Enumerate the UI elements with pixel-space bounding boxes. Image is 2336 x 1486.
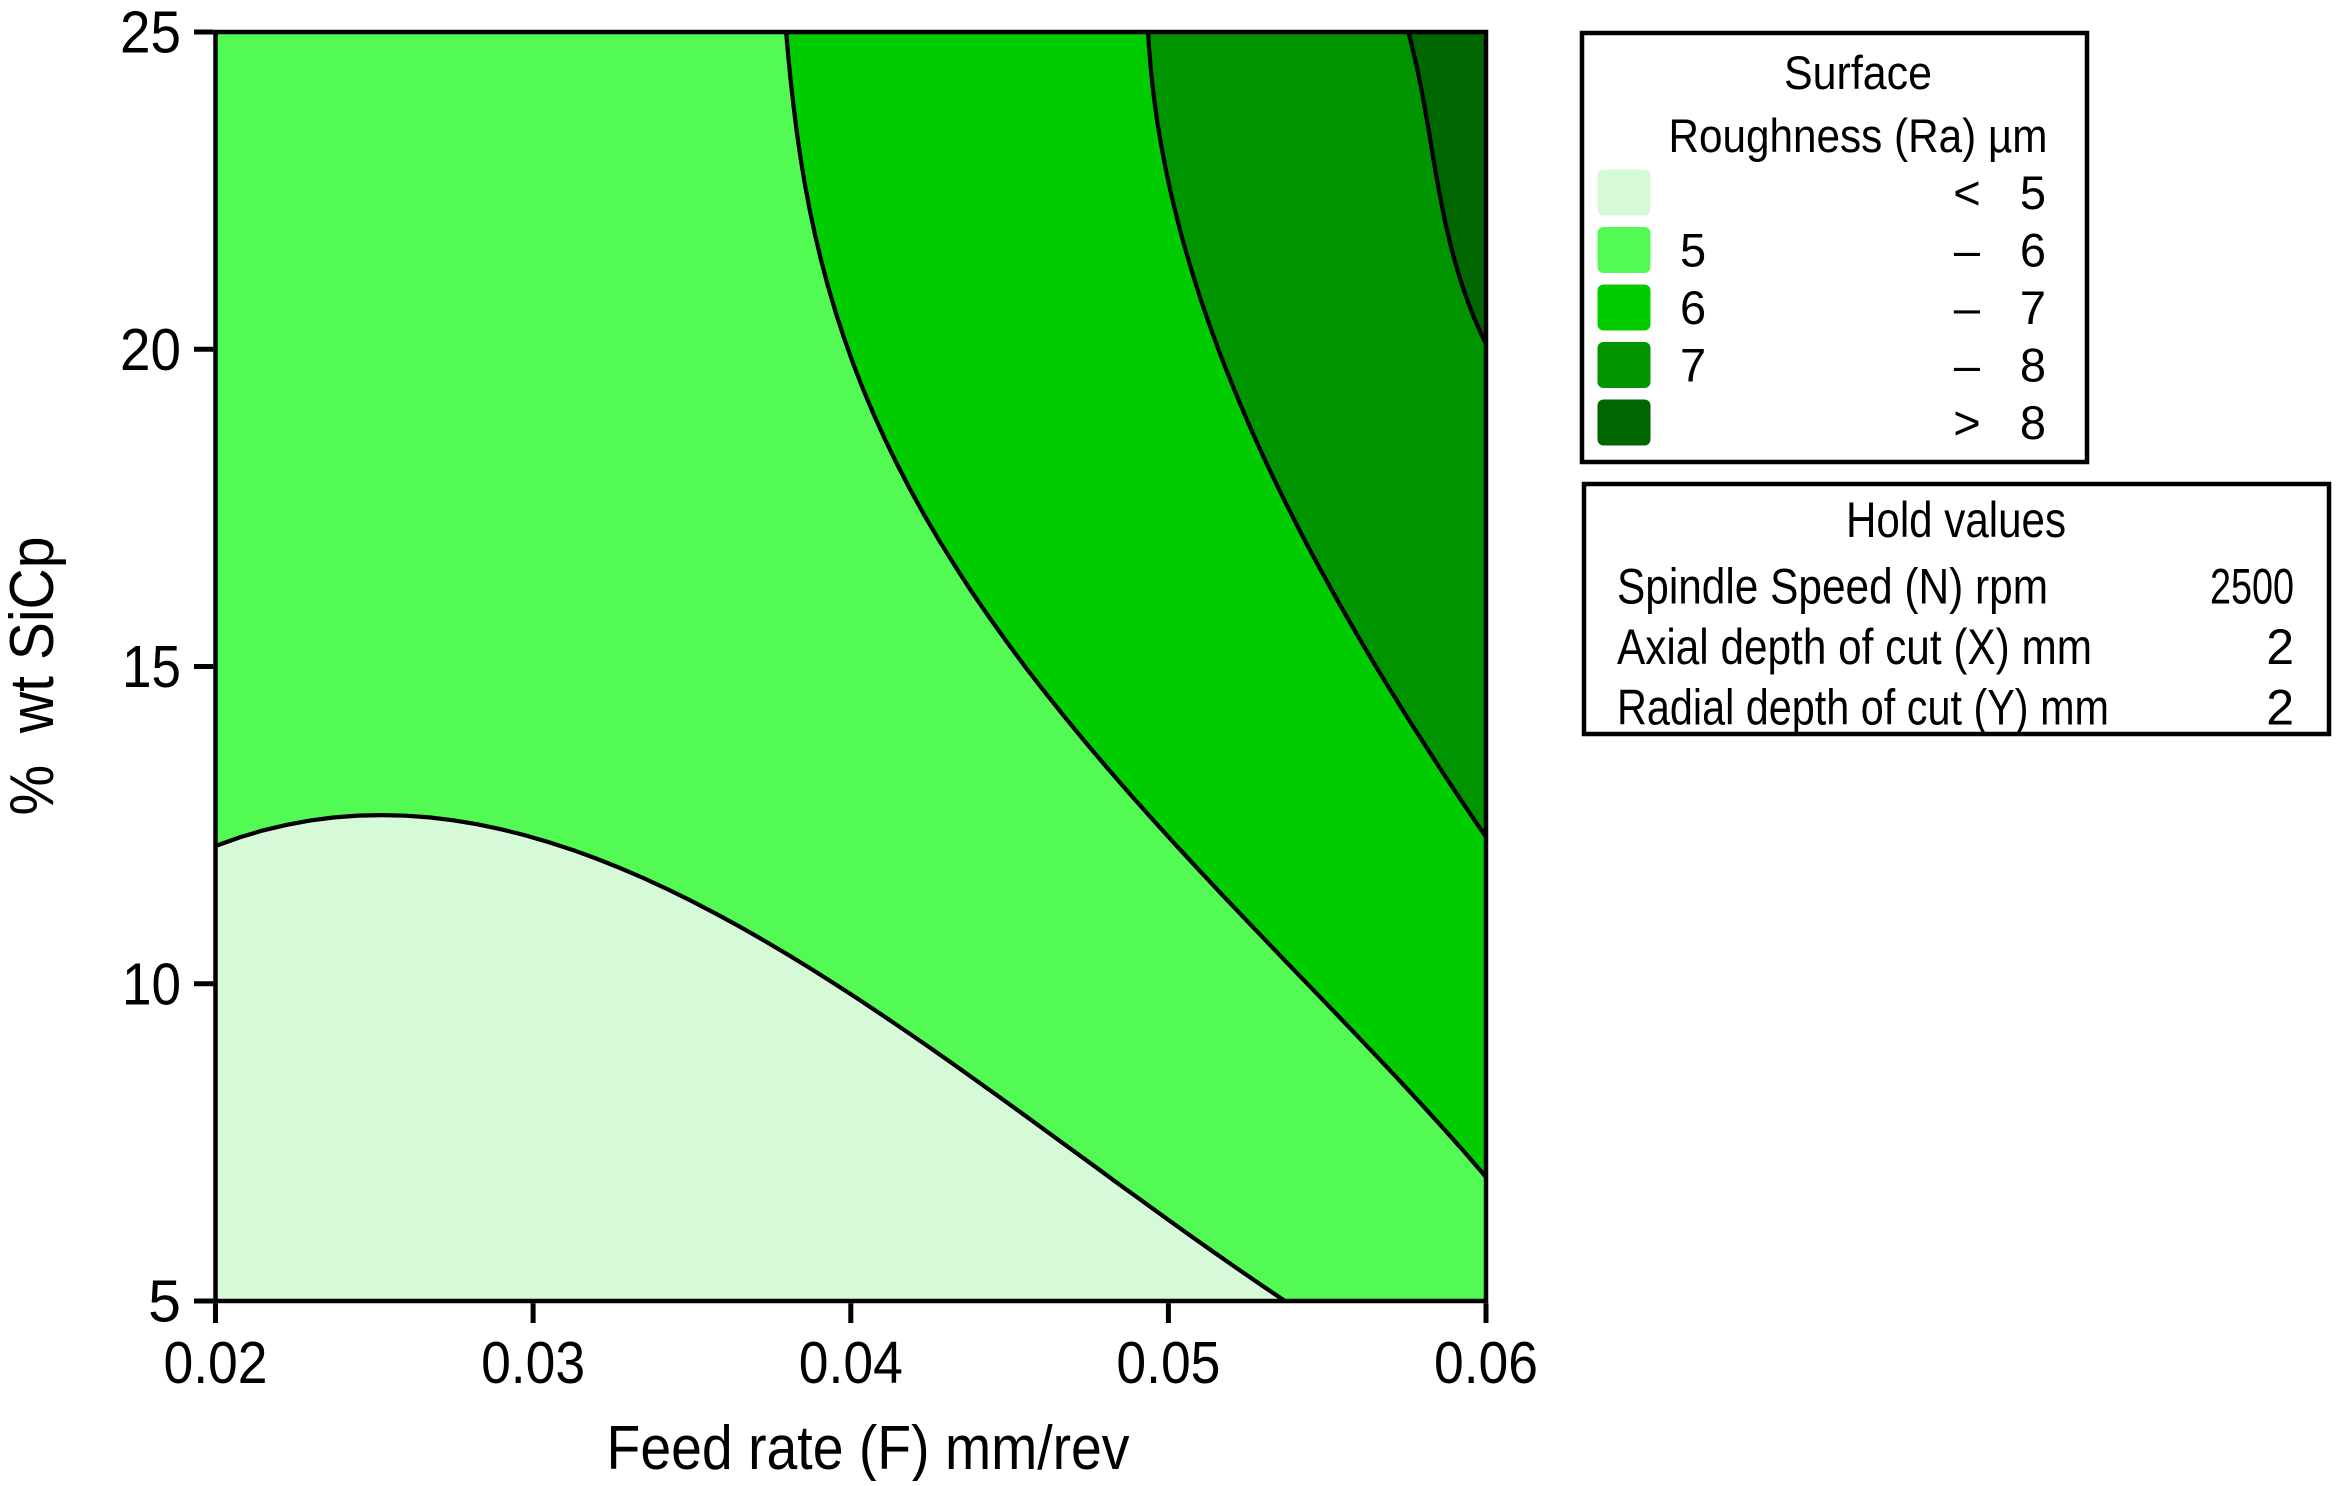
svg-text:10: 10 [122,951,181,1017]
svg-text:<: < [1953,166,1980,219]
svg-text:5: 5 [1680,224,1706,277]
svg-text:7: 7 [2020,281,2046,334]
svg-text:0.03: 0.03 [481,1330,585,1396]
svg-text:0.05: 0.05 [1116,1330,1220,1396]
svg-text:Surface: Surface [1784,46,1932,99]
svg-text:Axial depth of cut (X) mm: Axial depth of cut (X) mm [1617,619,2092,675]
svg-text:20: 20 [120,317,181,383]
svg-text:25: 25 [120,0,181,66]
svg-text:Radial depth of cut (Y) mm: Radial depth of cut (Y) mm [1617,680,2109,736]
svg-text:0.06: 0.06 [1434,1330,1538,1396]
svg-text:2: 2 [2266,619,2294,675]
svg-text:–: – [1954,224,1981,277]
svg-text:8: 8 [2020,396,2046,449]
svg-text:6: 6 [1680,281,1706,334]
svg-text:8: 8 [2020,339,2046,392]
svg-text:0.02: 0.02 [164,1330,268,1396]
svg-text:7: 7 [1680,339,1706,392]
svg-text:% wt SiCp: % wt SiCp [0,537,67,816]
svg-text:–: – [1954,339,1981,392]
svg-text:Hold values: Hold values [1846,492,2066,548]
svg-text:>: > [1953,396,1980,449]
svg-text:Spindle Speed (N) rpm: Spindle Speed (N) rpm [1617,559,2048,615]
svg-text:–: – [1954,281,1981,334]
svg-text:6: 6 [2020,224,2046,277]
svg-text:5: 5 [2020,166,2046,219]
svg-text:Roughness (Ra) µm: Roughness (Ra) µm [1669,109,2048,162]
svg-text:5: 5 [148,1269,181,1335]
svg-text:15: 15 [122,634,181,700]
svg-text:2500: 2500 [2210,559,2294,615]
svg-text:Feed rate (F) mm/rev: Feed rate (F) mm/rev [607,1413,1131,1481]
svg-text:0.04: 0.04 [799,1330,903,1396]
svg-text:2: 2 [2266,680,2294,736]
